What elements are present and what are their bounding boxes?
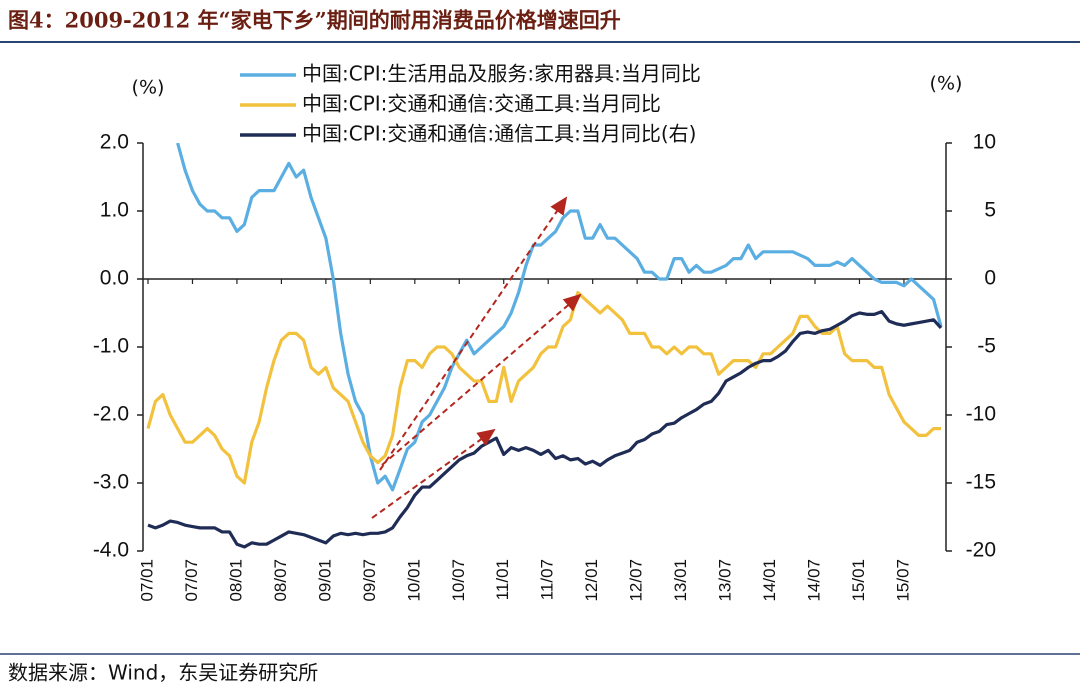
y-tick-label: -1.0 (93, 335, 129, 358)
y2-tick-label: 10 (973, 131, 996, 154)
legend-label: 中国:CPI:交通和通信:通信工具:当月同比(右) (302, 122, 696, 146)
x-tick-label: 13/07 (716, 559, 735, 602)
x-tick-label: 11/01 (493, 559, 512, 600)
x-tick-label: 12/07 (627, 559, 646, 602)
y2-tick-label: -15 (966, 471, 996, 494)
series-line (146, 291, 941, 485)
y2-tick-label: -10 (966, 403, 996, 426)
arrow (379, 196, 568, 471)
x-tick-label: 08/07 (271, 559, 290, 602)
x-tick-label: 07/07 (182, 559, 201, 602)
source-note: 数据来源：Wind，东吴证券研究所 (8, 661, 318, 685)
y-tick-label: 0.0 (100, 267, 129, 290)
series-line (176, 143, 943, 492)
y2-tick-label: 5 (984, 199, 996, 222)
arrow (371, 428, 496, 519)
x-tick-label: 10/01 (404, 559, 423, 602)
y2-tick-label: -5 (977, 335, 996, 358)
x-tick-label: 08/01 (226, 559, 245, 602)
y-tick-label: 2.0 (100, 131, 129, 154)
x-tick-label: 12/01 (582, 559, 601, 602)
x-tick-label: 15/01 (849, 559, 868, 602)
x-tick-label: 13/01 (671, 559, 690, 602)
x-tick-label: 14/01 (760, 559, 779, 602)
x-tick-label: 09/01 (315, 559, 334, 602)
legend-label: 中国:CPI:生活用品及服务:家用器具:当月同比 (302, 62, 701, 86)
plot-layer: 2.0 1.0 0.0 -1.0 -2.0 -3.0 -4.0 10 5 0 -5 -10 -15 -20… (93, 62, 996, 602)
arrow (381, 293, 582, 466)
y-tick-label: -4.0 (93, 539, 129, 562)
y-tick-label: 1.0 (100, 199, 129, 222)
y2-tick-label: 0 (984, 267, 996, 290)
chart-title: 图4：2009-2012 年“家电下乡”期间的耐用消费品价格增速回升 (8, 8, 621, 33)
x-tick-label: 15/07 (893, 559, 912, 602)
y-axis-unit: (%) (132, 77, 165, 99)
x-tick-label: 09/07 (360, 559, 379, 602)
y2-axis-unit: (%) (930, 73, 963, 95)
trend-arrows (371, 196, 582, 519)
x-tick-label: 14/07 (804, 559, 823, 602)
y2-tick-label: -20 (966, 539, 996, 562)
x-tick-label: 11/07 (538, 559, 557, 600)
legend-label: 中国:CPI:交通和通信:交通工具:当月同比 (302, 92, 661, 116)
y-tick-label: -3.0 (93, 471, 129, 494)
y-tick-label: -2.0 (93, 403, 129, 426)
series-line (147, 310, 943, 549)
x-tick-label: 10/07 (449, 559, 468, 602)
x-tick-label: 07/01 (137, 559, 156, 602)
